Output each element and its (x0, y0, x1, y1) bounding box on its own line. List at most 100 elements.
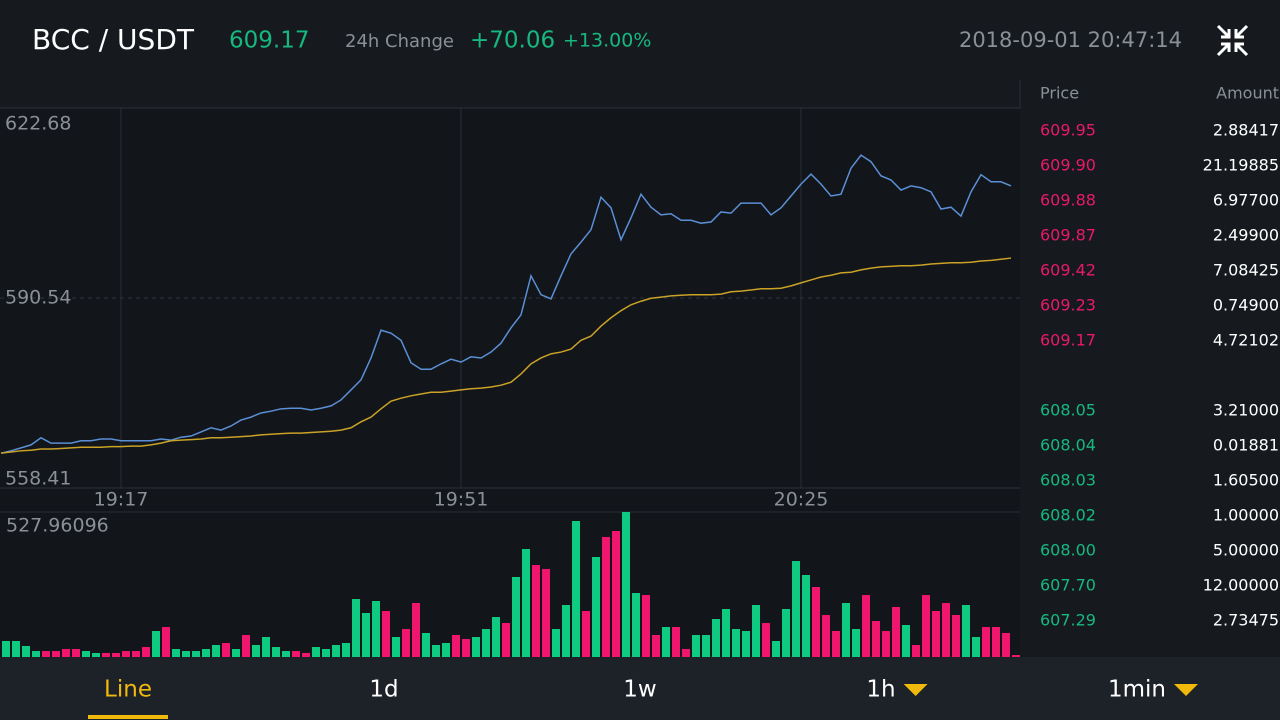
volume-bar (392, 637, 400, 657)
volume-bar (1012, 654, 1020, 657)
volume-bar (962, 605, 970, 657)
order-price: 609.95 (1040, 121, 1096, 140)
y-tick-label: 558.41 (5, 468, 71, 490)
tab[interactable]: Line (104, 677, 152, 703)
volume-bar (122, 651, 130, 657)
volume-bar (282, 651, 290, 657)
volume-bar (262, 637, 270, 657)
order-amount: 1.60500 (1213, 471, 1279, 490)
order-price: 608.00 (1040, 541, 1096, 560)
exit-fullscreen-icon[interactable] (1216, 24, 1249, 57)
volume-bar (192, 651, 200, 657)
volume-bar (752, 605, 760, 657)
volume-bar (232, 649, 240, 657)
order-amount: 2.88417 (1213, 121, 1279, 140)
volume-bar (852, 629, 860, 657)
order-amount: 6.97700 (1213, 191, 1279, 210)
volume-bar (252, 644, 260, 657)
dropdown-arrow[interactable] (1174, 684, 1199, 696)
volume-bar (382, 610, 390, 657)
tab[interactable]: 1min (1108, 677, 1166, 703)
order-price: 609.42 (1040, 261, 1096, 280)
volume-bar (142, 647, 150, 657)
volume-bar (902, 625, 910, 657)
tab[interactable]: 1h (866, 677, 895, 703)
price-line (0, 154, 1012, 454)
pair: BCC / USDT (32, 23, 195, 56)
volume-bar (492, 617, 500, 657)
volume-bar (482, 629, 490, 657)
volume-bar (832, 630, 840, 657)
order-amount: 1.00000 (1213, 506, 1279, 525)
price-line (0, 257, 1012, 454)
order-price: 608.04 (1040, 436, 1096, 455)
column-header: Amount (1216, 84, 1279, 103)
volume-bar (472, 637, 480, 657)
volume-bar (882, 630, 890, 657)
volume-bar (702, 635, 710, 657)
volume-bar (132, 651, 140, 657)
tab[interactable]: 1w (623, 677, 656, 703)
volume-bar (562, 605, 570, 657)
volume-bar (652, 635, 660, 657)
order-price: 608.03 (1040, 471, 1096, 490)
volume-bar (72, 649, 80, 657)
volume-bar (322, 649, 330, 657)
volume-bar (302, 652, 310, 657)
volume-bar (102, 652, 110, 657)
order-price: 607.70 (1040, 576, 1096, 595)
volume-bar (802, 574, 810, 657)
dropdown-arrow[interactable] (903, 684, 928, 696)
volume-bar (412, 603, 420, 657)
volume-bar (772, 640, 780, 657)
order-amount: 7.08425 (1213, 261, 1279, 280)
volume-bar (402, 629, 410, 657)
order-amount: 4.72102 (1213, 331, 1279, 350)
volume-bar (362, 613, 370, 657)
tab[interactable]: 1d (369, 677, 398, 703)
volume-bar (732, 629, 740, 657)
volume-bar (202, 649, 210, 657)
volume-bar (782, 608, 790, 657)
volume-bar (512, 576, 520, 657)
volume-bar (312, 647, 320, 657)
volume-bar (112, 652, 120, 657)
volume-bar (742, 630, 750, 657)
volume-bar (502, 622, 510, 657)
volume-bar (162, 627, 170, 657)
volume-bar (582, 610, 590, 657)
volume-bar (982, 627, 990, 657)
volume-bar (62, 649, 70, 657)
volume-bar (992, 627, 1000, 657)
volume-bar (522, 549, 530, 657)
volume-bar (432, 644, 440, 657)
order-amount: 5.00000 (1213, 541, 1279, 560)
volume-bar (452, 635, 460, 657)
volume-bar (442, 642, 450, 657)
volume-bar (222, 642, 230, 657)
volume-bar (242, 635, 250, 657)
volume-bar (542, 569, 550, 657)
volume-bar (372, 601, 380, 657)
order-amount: 3.21000 (1213, 401, 1279, 420)
volume-bar (82, 651, 90, 657)
volume-bar (272, 647, 280, 657)
x-tick-label: 20:25 (774, 489, 829, 511)
change-percent: +13.00% (563, 30, 651, 52)
order-amount: 0.01881 (1213, 436, 1279, 455)
order-price: 609.23 (1040, 296, 1096, 315)
change: +70.06 (470, 28, 555, 54)
volume-bar (332, 644, 340, 657)
volume-bar (12, 640, 20, 657)
volume-bar (602, 537, 610, 657)
tab-underline (88, 715, 168, 719)
order-price: 607.29 (1040, 611, 1096, 630)
volume-bar (922, 595, 930, 657)
volume-bar (842, 603, 850, 657)
column-header: Price (1040, 84, 1079, 103)
volume-bar (352, 598, 360, 657)
volume-bar (532, 564, 540, 657)
volume-bar (952, 615, 960, 657)
volume-bar (342, 642, 350, 657)
